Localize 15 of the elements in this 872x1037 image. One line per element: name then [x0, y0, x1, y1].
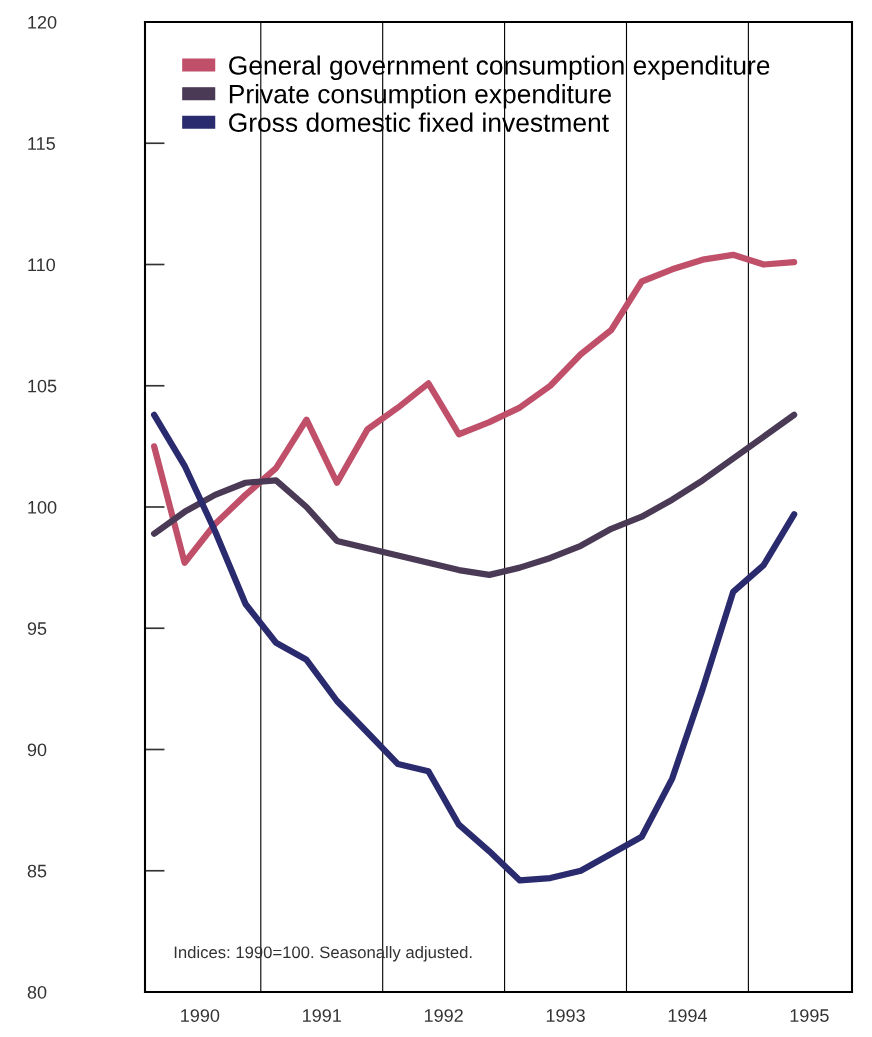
y-tick-label: 80	[27, 985, 47, 999]
x-tick-label: 1994	[668, 1009, 707, 1022]
y-tick-label: 85	[27, 864, 47, 878]
x-tick-label: 1991	[303, 1009, 341, 1022]
y-tick-label: 115	[28, 137, 55, 150]
y-tick-label: 120	[28, 15, 57, 29]
x-tick-label: 1992	[424, 1009, 463, 1022]
y-tick-label: 95	[27, 622, 47, 635]
x-tick-label: 1995	[790, 1009, 829, 1022]
y-tick-label: 105	[28, 379, 57, 393]
y-tick-label: 90	[27, 743, 47, 757]
x-tick-label: 1990	[181, 1009, 220, 1022]
x-tick-label: 1993	[546, 1009, 585, 1022]
y-tick-label: 100	[28, 500, 57, 514]
y-tick-label: 110	[28, 258, 56, 272]
